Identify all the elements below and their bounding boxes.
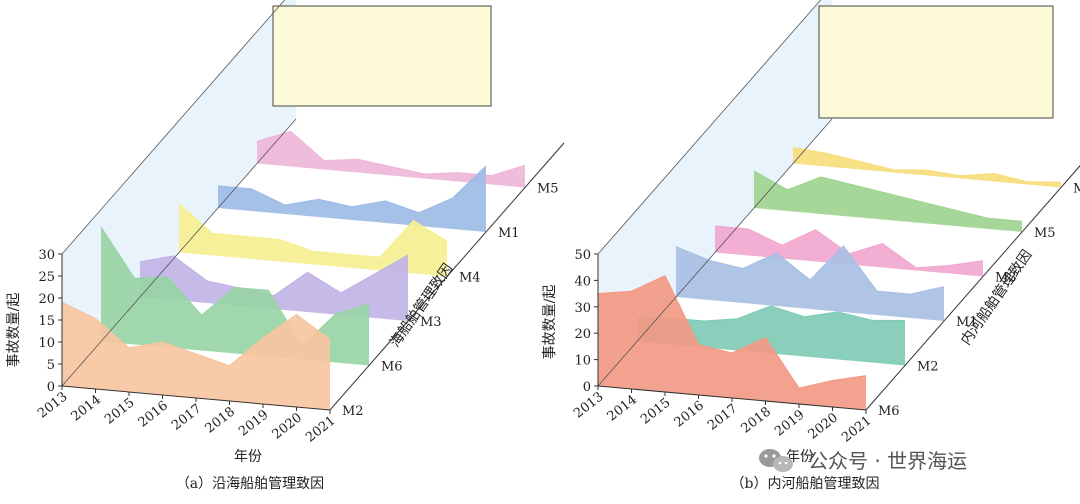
series-area-b-M2	[637, 306, 905, 366]
x-tick-label: 2017	[705, 401, 740, 433]
figure-caption: （a）沿海船舶管理致因	[176, 476, 324, 492]
x-tick-label: 2014	[69, 392, 104, 424]
y-tick-label: 40	[574, 274, 591, 289]
series-area-b-M5	[754, 171, 1022, 232]
y-tick-label: 10	[574, 354, 591, 369]
depth-edge-top	[61, 0, 286, 255]
series-line-a-M4	[178, 203, 448, 258]
y-tick-label: 30	[38, 248, 55, 263]
x-tick-label: 2015	[638, 395, 673, 427]
back-panel	[818, 5, 1054, 119]
y-tick-label: 10	[38, 336, 55, 351]
series-area-a-M5	[257, 131, 525, 188]
category-label: M2	[917, 360, 939, 375]
depth-edge-top	[597, 0, 822, 255]
y-axis-title: 事故数量/起	[6, 293, 22, 368]
x-axis-title: 年份	[234, 449, 262, 465]
chart-b: 0102030405020132014201520162017201820192…	[542, 0, 1080, 492]
y-axis-title: 事故数量/起	[542, 285, 558, 360]
y-tick-label: 20	[38, 292, 55, 307]
x-tick-label: 2016	[136, 398, 171, 430]
depth-axis	[865, 165, 1080, 411]
x-tick-label: 2014	[605, 392, 640, 424]
y-tick-label: 0	[583, 380, 591, 395]
x-tick-label: 2020	[270, 410, 305, 442]
depth-edge-bottom	[597, 118, 833, 387]
series-line-b-M6	[597, 275, 867, 389]
category-label: M6	[878, 404, 900, 419]
y-tick-label: 30	[574, 301, 591, 316]
chart-a: 0510152025302013201420152016201720182019…	[6, 0, 565, 492]
x-tick-label: 2018	[739, 404, 774, 436]
x-tick-label: 2019	[772, 407, 807, 439]
series-line-a-M1	[217, 165, 487, 214]
series-line-a-M6	[100, 226, 370, 348]
series-area-a-M4	[179, 204, 447, 277]
x-tick-label: 2019	[236, 407, 271, 439]
series-line-a-M2	[61, 301, 331, 367]
x-tick-label: 2017	[169, 401, 204, 433]
wechat-icon	[759, 449, 793, 472]
series-line-b-M1	[675, 245, 945, 295]
category-label: M1	[956, 315, 978, 330]
x-tick-label: 2021	[303, 413, 338, 445]
series-area-b-M1	[676, 246, 944, 321]
series-area-a-M2	[62, 302, 330, 410]
x-tick-label: 2021	[839, 413, 874, 445]
y-tick-label: 25	[38, 270, 55, 285]
series-area-b-M3	[715, 226, 983, 277]
y-tick-label: 20	[574, 327, 591, 342]
category-label: M5	[537, 182, 559, 197]
x-tick-label: 2016	[672, 398, 707, 430]
x-tick-label: 2020	[806, 410, 841, 442]
y-tick-label: 0	[47, 380, 55, 395]
watermark-text: 公众号 · 世界海运	[808, 449, 967, 473]
series-area-b-M4	[793, 147, 1061, 188]
x-tick-label: 2018	[203, 404, 238, 436]
watermark: 公众号 · 世界海运	[759, 449, 967, 473]
category-label: M1	[498, 226, 520, 241]
series-line-a-M3	[139, 254, 409, 297]
y-tick-label: 15	[38, 314, 55, 329]
category-label: M3	[420, 315, 442, 330]
figure-caption: （b）内河船舶管理致因	[731, 476, 880, 492]
series-area-a-M1	[218, 166, 486, 232]
back-panel	[272, 5, 492, 107]
series-area-a-M6	[101, 227, 369, 366]
y-tick-label: 50	[574, 248, 591, 263]
y-tick-label: 5	[47, 358, 55, 373]
category-label: M6	[381, 360, 403, 375]
x-axis-title: 年份	[786, 449, 814, 465]
category-label: M2	[342, 404, 364, 419]
depth-axis	[329, 142, 565, 411]
category-label: M3	[995, 271, 1017, 286]
x-tick-label: 2015	[102, 395, 137, 427]
category-label: M4	[1073, 182, 1080, 197]
series-line-b-M5	[753, 170, 1023, 222]
category-label: M4	[459, 271, 481, 286]
category-label: M5	[1034, 226, 1056, 241]
series-line-b-M4	[792, 147, 1062, 183]
series-area-a-M3	[140, 255, 408, 321]
depth-edge-bottom	[61, 118, 297, 387]
